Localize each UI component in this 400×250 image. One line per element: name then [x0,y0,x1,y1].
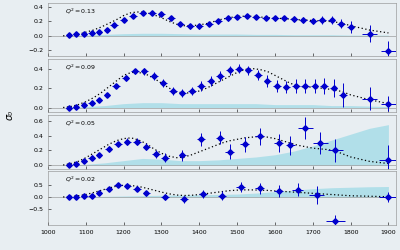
Text: $Q^2 = 0.02$: $Q^2 = 0.02$ [66,175,97,184]
Text: $Q^2 = 0.13$: $Q^2 = 0.13$ [66,6,97,16]
Text: σ₀: σ₀ [5,110,15,120]
Text: $Q^2 = 0.09$: $Q^2 = 0.09$ [66,62,97,72]
Text: $Q^2 = 0.05$: $Q^2 = 0.05$ [66,119,96,128]
